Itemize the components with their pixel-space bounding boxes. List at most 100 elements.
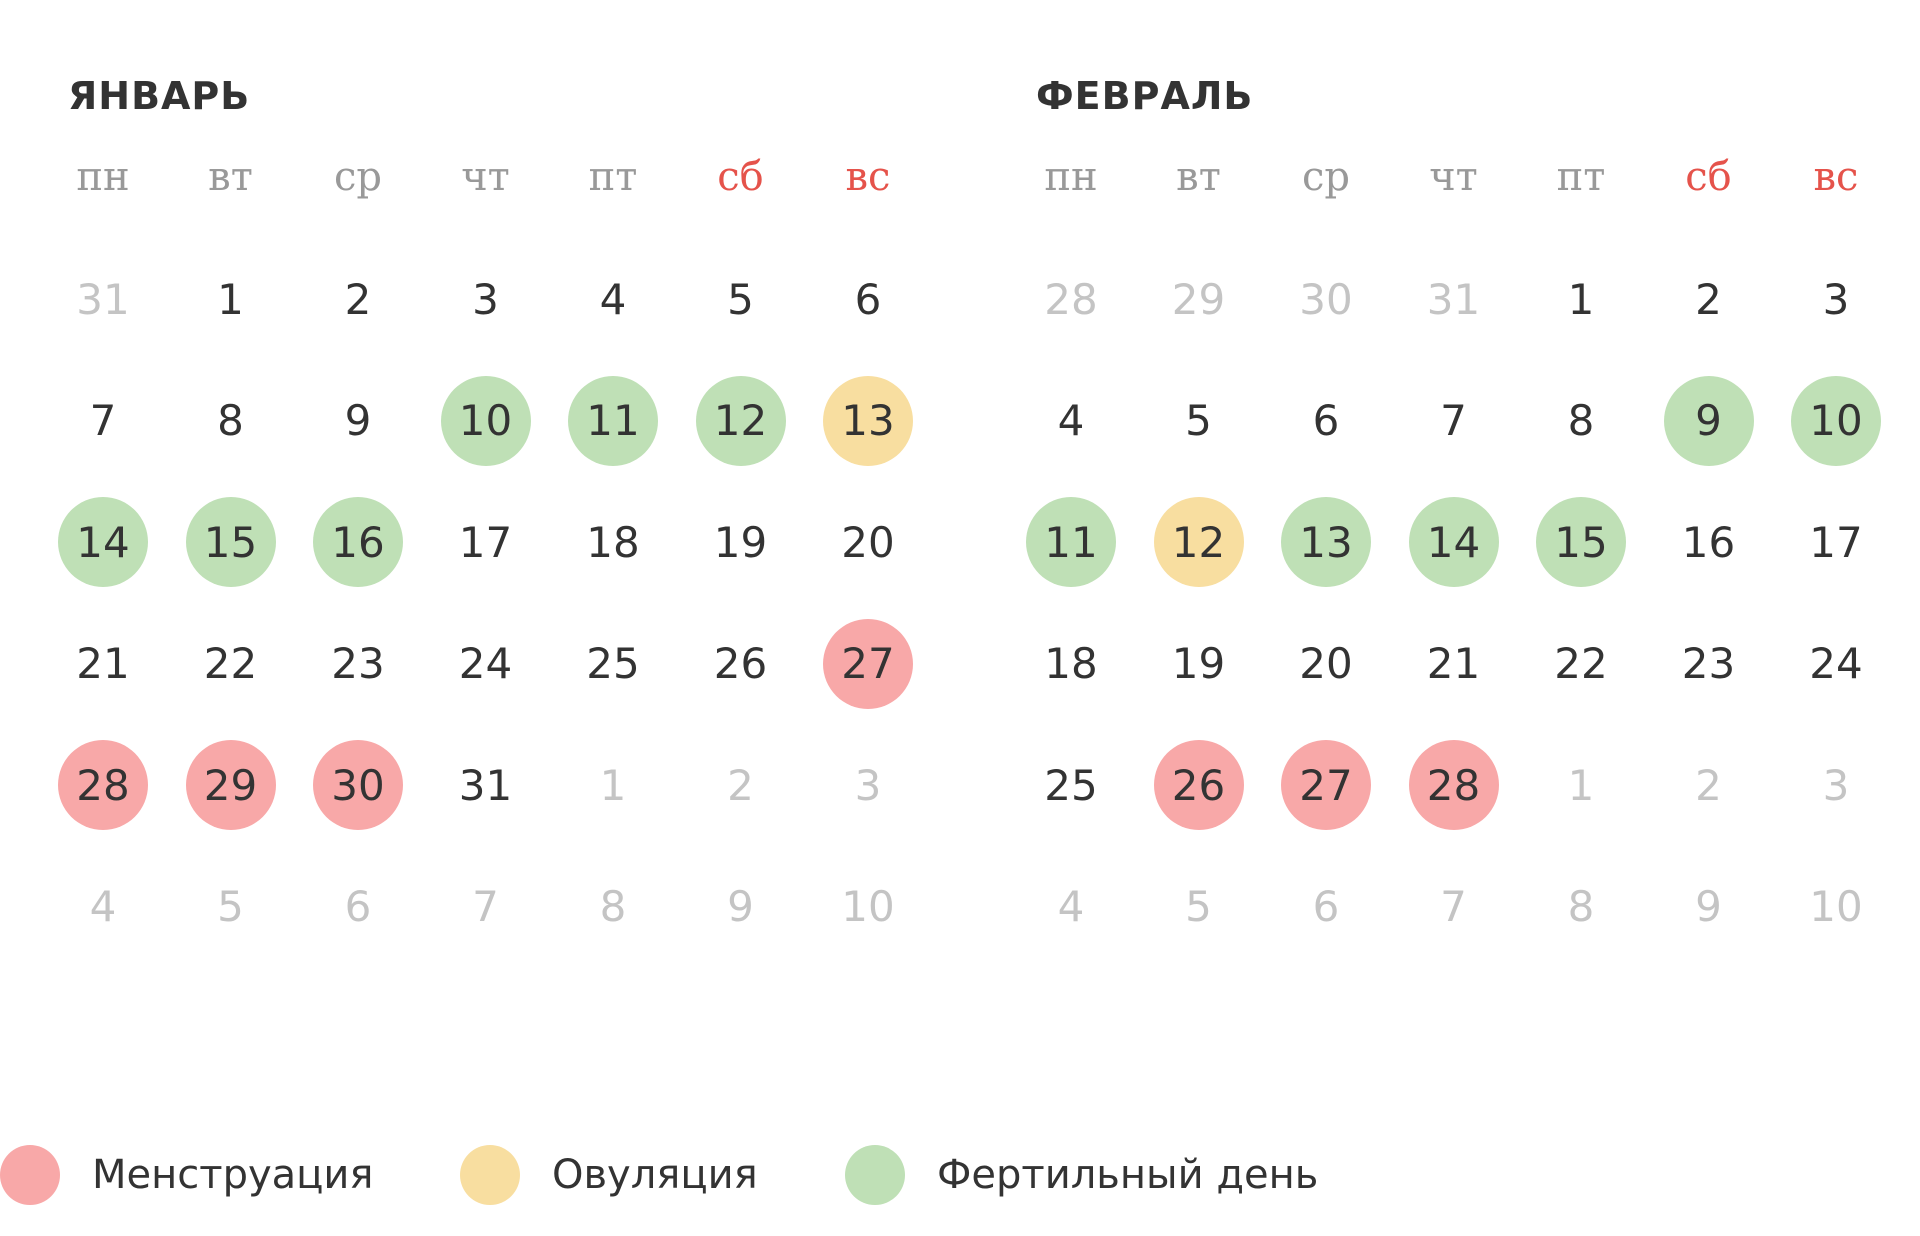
day-cell-menstruation[interactable]: 26 xyxy=(1153,740,1244,830)
weekday-label: пт xyxy=(1556,154,1606,200)
day-cell-outside-month[interactable]: 5 xyxy=(217,882,244,931)
day-cell-ovulation[interactable]: 13 xyxy=(823,375,913,466)
day-cell-fertile[interactable]: 10 xyxy=(440,375,531,466)
day-cell[interactable]: 25 xyxy=(1044,760,1098,810)
day-cell[interactable]: 26 xyxy=(713,639,768,688)
day-cell[interactable]: 7 xyxy=(1440,396,1467,445)
day-cell[interactable]: 24 xyxy=(1809,639,1863,688)
day-cell-outside-month[interactable]: 7 xyxy=(1440,882,1467,931)
day-cell-fertile[interactable]: 12 xyxy=(695,375,786,466)
day-cell[interactable]: 20 xyxy=(841,517,895,567)
day-cell[interactable]: 1 xyxy=(217,274,244,324)
day-cell[interactable]: 22 xyxy=(1554,639,1608,688)
day-cell-outside-month[interactable]: 31 xyxy=(1426,274,1481,324)
day-cell-outside-month[interactable]: 7 xyxy=(472,882,499,931)
day-cell-outside-month[interactable]: 10 xyxy=(841,882,895,931)
day-cell-fertile[interactable]: 10 xyxy=(1791,375,1881,466)
day-cell-fertile[interactable]: 14 xyxy=(1408,497,1499,587)
day-cell[interactable]: 4 xyxy=(1057,396,1085,445)
day-cell[interactable]: 24 xyxy=(458,639,513,688)
day-cell-ovulation[interactable]: 12 xyxy=(1153,497,1244,587)
day-cell[interactable]: 3 xyxy=(472,274,499,324)
day-cell-outside-month[interactable]: 30 xyxy=(1299,274,1353,324)
day-cell-fertile[interactable]: 15 xyxy=(185,497,276,587)
day-cell-menstruation[interactable]: 30 xyxy=(313,740,403,830)
day-cell[interactable]: 3 xyxy=(1822,274,1850,324)
day-cell-outside-month[interactable]: 3 xyxy=(1822,760,1850,810)
day-cell-outside-month[interactable]: 3 xyxy=(854,760,882,810)
weekday-label: пн xyxy=(1044,154,1098,200)
weekday-label: сб xyxy=(1685,154,1732,200)
day-cell[interactable]: 31 xyxy=(458,760,513,810)
day-cell-menstruation[interactable]: 29 xyxy=(185,740,276,830)
day-cell[interactable]: 17 xyxy=(1809,517,1863,567)
day-cell[interactable]: 6 xyxy=(1312,396,1340,445)
day-cell-outside-month[interactable]: 1 xyxy=(1567,760,1595,810)
weekday-label: сб xyxy=(717,154,764,200)
day-cell[interactable]: 20 xyxy=(1299,639,1353,688)
day-cell[interactable]: 4 xyxy=(599,274,627,324)
day-cell[interactable]: 6 xyxy=(854,274,882,324)
day-cell[interactable]: 21 xyxy=(1426,639,1481,688)
day-cell-menstruation[interactable]: 27 xyxy=(823,618,913,709)
day-cell-outside-month[interactable]: 1 xyxy=(599,760,627,810)
day-cell-fertile[interactable]: 14 xyxy=(58,497,148,587)
day-cell-fertile[interactable]: 16 xyxy=(313,497,403,587)
day-cell[interactable]: 21 xyxy=(76,639,130,688)
day-cell-outside-month[interactable]: 4 xyxy=(89,882,117,931)
day-cell-menstruation[interactable]: 28 xyxy=(1408,740,1499,830)
day-cell-fertile[interactable]: 9 xyxy=(1663,375,1754,466)
day-cell-outside-month[interactable]: 9 xyxy=(727,882,754,931)
day-cell[interactable]: 1 xyxy=(1567,274,1595,324)
day-cell-fertile[interactable]: 11 xyxy=(1026,497,1116,587)
weekday-label: чт xyxy=(1429,154,1478,200)
day-cell-fertile[interactable]: 15 xyxy=(1536,497,1626,587)
weekday-label: ср xyxy=(1301,154,1350,200)
weekday-label: вт xyxy=(208,154,253,200)
day-cell[interactable]: 5 xyxy=(1185,396,1212,445)
weekday-label: вс xyxy=(1813,154,1859,200)
day-cell[interactable]: 9 xyxy=(344,396,372,445)
day-cell-outside-month[interactable]: 9 xyxy=(1695,882,1722,931)
day-cell[interactable]: 23 xyxy=(331,639,385,688)
weekday-label: вт xyxy=(1176,154,1221,200)
day-cell[interactable]: 2 xyxy=(344,274,372,324)
day-cell[interactable]: 2 xyxy=(1695,274,1722,324)
day-cell-outside-month[interactable]: 8 xyxy=(599,882,627,931)
day-cell-fertile[interactable]: 11 xyxy=(568,375,658,466)
day-cell-outside-month[interactable]: 10 xyxy=(1809,882,1863,931)
day-cell[interactable]: 25 xyxy=(586,639,640,688)
legend-dot-menstruation xyxy=(0,1145,60,1205)
day-cell[interactable]: 19 xyxy=(713,517,768,567)
legend-label: Фертильный день xyxy=(937,1152,1319,1198)
day-cell-outside-month[interactable]: 2 xyxy=(727,760,754,810)
day-cell-outside-month[interactable]: 4 xyxy=(1057,882,1085,931)
day-cell-outside-month[interactable]: 28 xyxy=(1044,274,1098,324)
legend-dot-ovulation xyxy=(460,1145,520,1205)
day-cell[interactable]: 16 xyxy=(1681,517,1736,567)
weekday-label: пт xyxy=(588,154,638,200)
day-cell-outside-month[interactable]: 5 xyxy=(1185,882,1212,931)
day-cell-fertile[interactable]: 13 xyxy=(1281,497,1371,587)
day-cell-outside-month[interactable]: 6 xyxy=(344,882,372,931)
day-cell[interactable]: 7 xyxy=(89,396,117,445)
legend-item-fertile: Фертильный день xyxy=(845,1145,1318,1205)
day-cell[interactable]: 8 xyxy=(217,396,244,445)
day-cell[interactable]: 22 xyxy=(203,639,258,688)
day-cell-outside-month[interactable]: 31 xyxy=(76,274,130,324)
day-cell-outside-month[interactable]: 2 xyxy=(1695,760,1722,810)
day-cell-outside-month[interactable]: 8 xyxy=(1567,882,1595,931)
day-cell[interactable]: 18 xyxy=(586,517,640,567)
month-title: ЯНВАРЬ xyxy=(68,74,251,118)
day-cell[interactable]: 23 xyxy=(1681,639,1736,688)
day-cell[interactable]: 19 xyxy=(1171,639,1226,688)
day-cell[interactable]: 5 xyxy=(727,274,754,324)
legend-label: Менструация xyxy=(92,1152,374,1198)
day-cell-outside-month[interactable]: 29 xyxy=(1171,274,1226,324)
day-cell[interactable]: 17 xyxy=(458,517,513,567)
day-cell[interactable]: 18 xyxy=(1044,639,1098,688)
day-cell[interactable]: 8 xyxy=(1567,396,1595,445)
day-cell-menstruation[interactable]: 27 xyxy=(1281,740,1371,830)
day-cell-menstruation[interactable]: 28 xyxy=(58,740,148,830)
day-cell-outside-month[interactable]: 6 xyxy=(1312,882,1340,931)
